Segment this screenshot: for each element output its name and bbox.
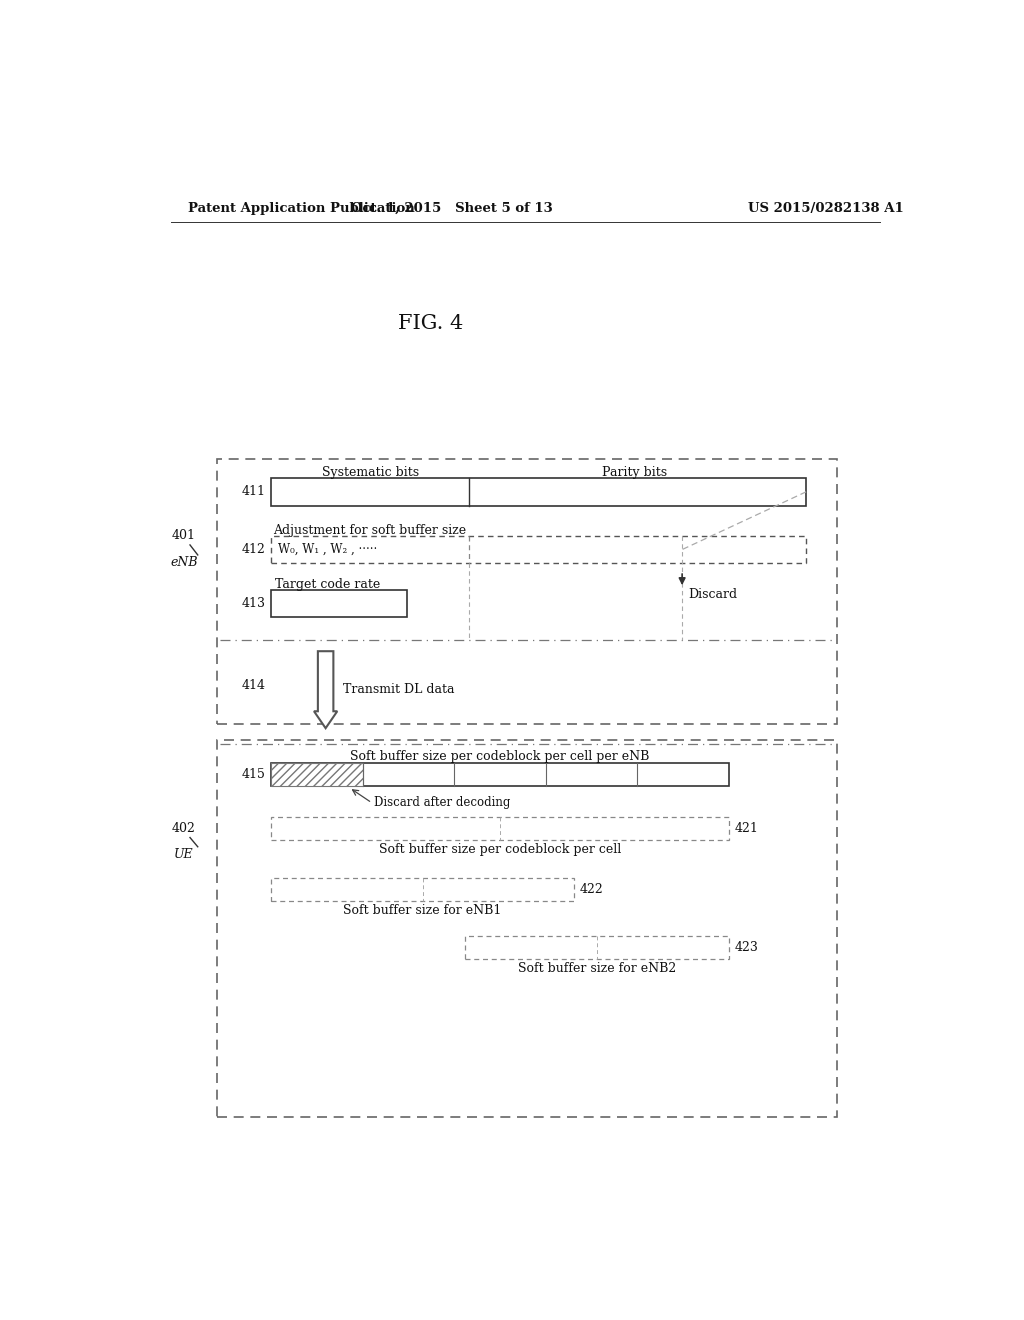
Text: 422: 422 <box>580 883 603 896</box>
Text: Oct. 1, 2015   Sheet 5 of 13: Oct. 1, 2015 Sheet 5 of 13 <box>351 202 553 215</box>
Text: Systematic bits: Systematic bits <box>322 466 419 479</box>
Text: Transmit DL data: Transmit DL data <box>343 684 455 696</box>
Text: 421: 421 <box>735 822 759 834</box>
Text: Soft buffer size for eNB1: Soft buffer size for eNB1 <box>343 904 502 917</box>
Bar <box>217 739 838 1117</box>
Bar <box>271 763 729 785</box>
Text: Discard: Discard <box>688 587 737 601</box>
Bar <box>465 936 729 960</box>
Bar <box>271 536 806 564</box>
Bar <box>271 590 407 618</box>
Text: Soft buffer size for eNB2: Soft buffer size for eNB2 <box>518 962 676 975</box>
Bar <box>271 817 729 840</box>
Text: UE: UE <box>174 847 194 861</box>
Text: 413: 413 <box>242 597 266 610</box>
Text: US 2015/0282138 A1: US 2015/0282138 A1 <box>748 202 904 215</box>
Text: 402: 402 <box>172 822 196 834</box>
Text: eNB: eNB <box>170 556 198 569</box>
Text: Target code rate: Target code rate <box>275 578 381 591</box>
Text: Parity bits: Parity bits <box>602 466 668 479</box>
Text: 423: 423 <box>735 941 759 954</box>
Text: FIG. 4: FIG. 4 <box>397 314 463 334</box>
Text: Soft buffer size per codeblock per cell per eNB: Soft buffer size per codeblock per cell … <box>350 750 649 763</box>
Text: 411: 411 <box>242 486 266 499</box>
Text: 415: 415 <box>242 768 266 781</box>
Text: Patent Application Publication: Patent Application Publication <box>188 202 415 215</box>
Text: Discard after decoding: Discard after decoding <box>374 796 510 809</box>
Text: W₀, W₁ , W₂ , ·····: W₀, W₁ , W₂ , ····· <box>278 543 377 556</box>
Text: 414: 414 <box>242 680 266 693</box>
FancyArrow shape <box>314 651 337 729</box>
Bar <box>271 763 362 785</box>
Text: 401: 401 <box>172 529 196 543</box>
Bar <box>217 459 838 725</box>
Text: 412: 412 <box>242 543 266 556</box>
Bar <box>271 478 806 506</box>
Text: Adjustment for soft buffer size: Adjustment for soft buffer size <box>273 524 466 537</box>
Bar <box>271 878 573 902</box>
Text: Soft buffer size per codeblock per cell: Soft buffer size per codeblock per cell <box>379 842 622 855</box>
